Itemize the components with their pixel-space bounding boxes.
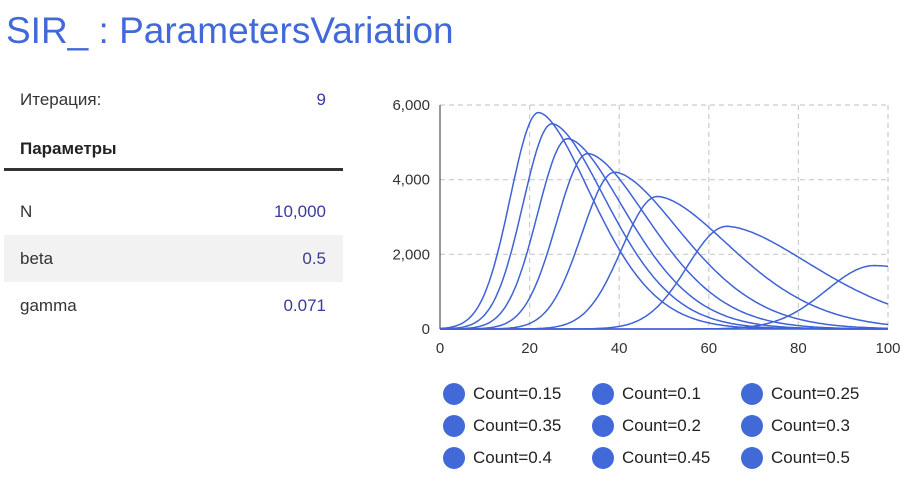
iteration-label: Итерация: <box>20 90 102 109</box>
legend-label: Count=0.15 <box>473 384 562 403</box>
legend-marker-icon <box>741 415 763 437</box>
series-line-2 <box>439 122 888 330</box>
y-tick-label: 0 <box>422 321 430 338</box>
parameters-divider <box>4 168 343 171</box>
legend-item[interactable]: Count=0.2 <box>592 412 701 440</box>
x-tick-label: 20 <box>521 340 538 357</box>
series-line-8 <box>440 264 889 330</box>
legend-item[interactable]: Count=0.15 <box>443 380 561 408</box>
y-tick-label: 4,000 <box>392 172 430 189</box>
parameter-row-gamma: gamma 0.071 <box>4 282 343 329</box>
series-line-6 <box>440 195 889 330</box>
legend-marker-icon <box>741 383 763 405</box>
page-title: SIR_ : ParametersVariation <box>6 10 454 51</box>
x-tick-label: 80 <box>790 340 807 357</box>
x-tick-label: 100 <box>875 340 900 357</box>
series-line-5 <box>440 171 889 330</box>
x-tick-label: 0 <box>436 340 444 357</box>
legend-item[interactable]: Count=0.5 <box>741 444 850 472</box>
parameter-row-n: N 10,000 <box>4 188 343 235</box>
legend-label: Count=0.25 <box>771 384 860 403</box>
parameter-name: N <box>20 202 33 221</box>
legend-label: Count=0.3 <box>771 416 850 435</box>
legend-label: Count=0.45 <box>622 448 711 467</box>
parameter-row-beta: beta 0.5 <box>4 235 343 282</box>
legend-label: Count=0.35 <box>473 416 562 435</box>
y-tick-label: 2,000 <box>392 246 430 263</box>
legend-item[interactable]: Count=0.3 <box>741 412 850 440</box>
parameters-heading: Параметры <box>20 139 117 158</box>
parameter-value: 0.071 <box>283 296 326 315</box>
series-line-1 <box>439 111 888 330</box>
parameter-value: 10,000 <box>274 202 326 221</box>
parameter-name: beta <box>20 249 54 268</box>
legend-label: Count=0.4 <box>473 448 552 467</box>
legend-item[interactable]: Count=0.4 <box>443 444 552 472</box>
x-tick-label: 40 <box>611 340 628 357</box>
parameter-name: gamma <box>20 296 77 315</box>
legend-item[interactable]: Count=0.25 <box>741 380 859 408</box>
legend-marker-icon <box>443 447 465 469</box>
legend-item[interactable]: Count=0.1 <box>592 380 701 408</box>
legend-label: Count=0.5 <box>771 448 850 467</box>
legend-item[interactable]: Count=0.35 <box>443 412 561 440</box>
legend-marker-icon <box>592 415 614 437</box>
legend-label: Count=0.2 <box>622 416 701 435</box>
legend-marker-icon <box>443 415 465 437</box>
legend-marker-icon <box>592 447 614 469</box>
iteration-value: 9 <box>316 90 326 109</box>
parameter-value: 0.5 <box>302 249 326 268</box>
legend-marker-icon <box>741 447 763 469</box>
series-line-4 <box>440 152 888 330</box>
legend-label: Count=0.1 <box>622 384 701 403</box>
legend-marker-icon <box>592 383 614 405</box>
x-tick-label: 60 <box>700 340 717 357</box>
legend-item[interactable]: Count=0.45 <box>592 444 710 472</box>
line-chart: 0 20 40 60 80 100 0 2,000 4,000 6,000 <box>392 97 900 357</box>
legend-marker-icon <box>443 383 465 405</box>
y-tick-label: 6,000 <box>392 97 430 114</box>
